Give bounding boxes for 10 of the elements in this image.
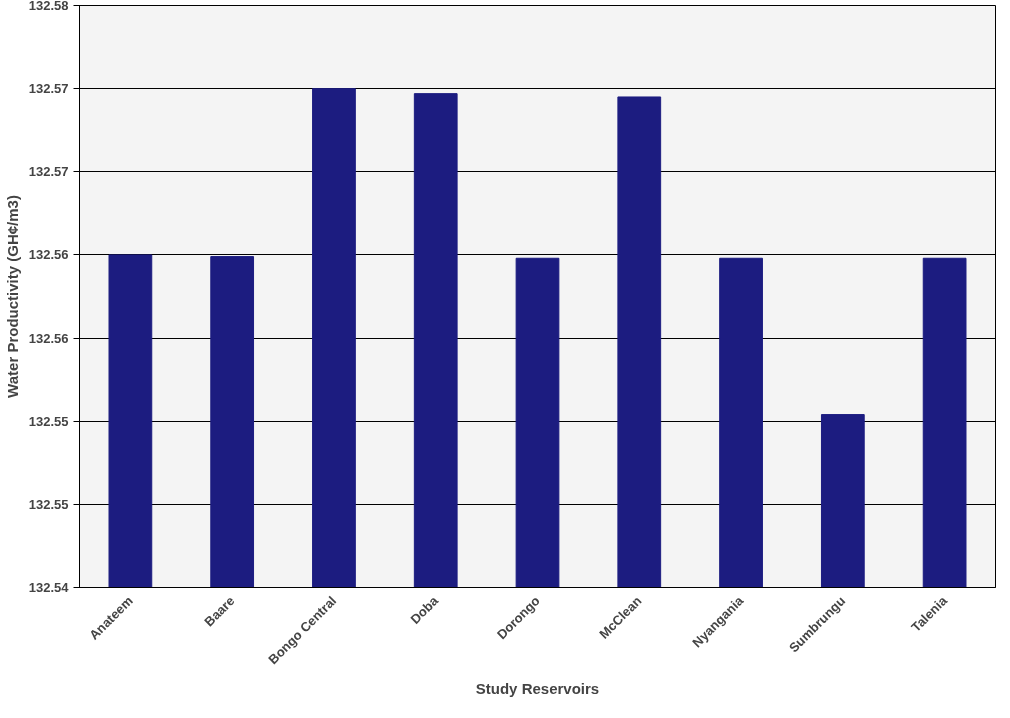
y-tick-label: 132.56	[28, 330, 69, 346]
y-tick-label: 132.55	[28, 496, 69, 512]
y-axis-title: Water Productivity (GH¢/m3)	[3, 195, 21, 398]
y-tick-label: 132.57	[28, 81, 69, 97]
y-tick-label: 132.55	[28, 413, 69, 429]
y-tick-label: 132.58	[28, 0, 69, 13]
x-axis-title: Study Reservoirs	[475, 680, 600, 698]
y-tick-label: 132.57	[28, 164, 69, 180]
y-tick-label: 132.56	[28, 247, 69, 263]
y-tick-label: 132.54	[28, 580, 70, 595]
